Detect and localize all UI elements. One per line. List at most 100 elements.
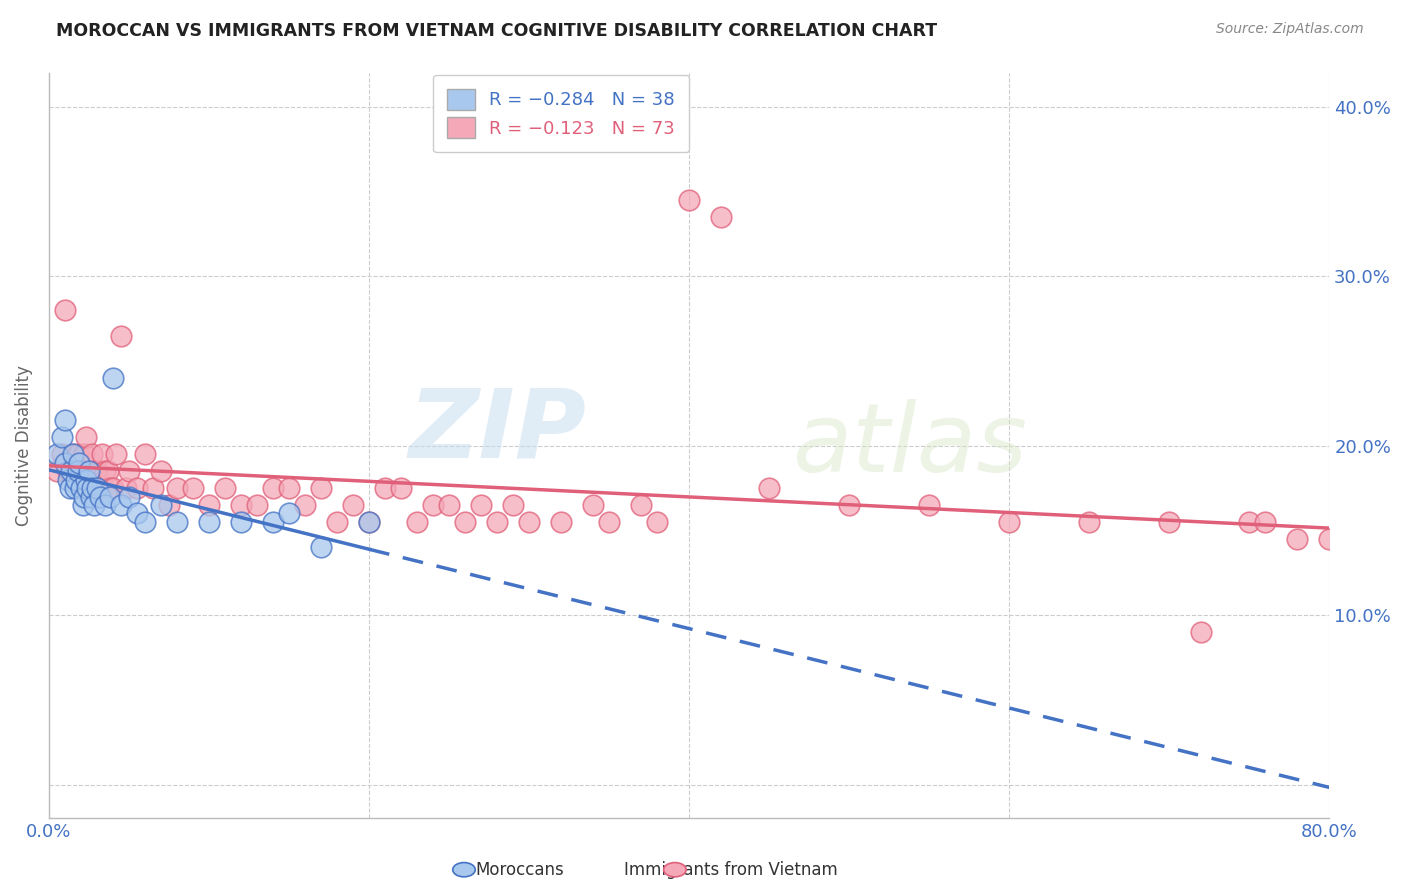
- Point: [1239, 515, 1261, 529]
- Point: [94, 464, 117, 478]
- Point: [110, 328, 132, 343]
- Point: [118, 464, 141, 478]
- Point: [166, 515, 188, 529]
- Point: [65, 473, 87, 487]
- Point: [114, 481, 136, 495]
- Point: [198, 515, 221, 529]
- Point: [98, 490, 121, 504]
- Point: [437, 498, 460, 512]
- Point: [142, 481, 165, 495]
- Point: [1189, 625, 1212, 640]
- Point: [157, 498, 180, 512]
- Point: [502, 498, 524, 512]
- Point: [51, 430, 73, 444]
- Point: [70, 481, 93, 495]
- Point: [79, 490, 101, 504]
- Point: [406, 515, 429, 529]
- Point: [125, 481, 148, 495]
- Point: [470, 498, 492, 512]
- Point: [262, 515, 284, 529]
- Point: [198, 498, 221, 512]
- Text: Immigrants from Vietnam: Immigrants from Vietnam: [624, 861, 838, 879]
- Point: [1317, 532, 1340, 546]
- Text: atlas: atlas: [792, 400, 1026, 492]
- Legend: R = −0.284   N = 38, R = −0.123   N = 73: R = −0.284 N = 38, R = −0.123 N = 73: [433, 75, 689, 153]
- Point: [82, 447, 104, 461]
- Point: [342, 498, 364, 512]
- Point: [229, 498, 252, 512]
- Point: [62, 447, 84, 461]
- Point: [166, 481, 188, 495]
- Point: [82, 481, 104, 495]
- Point: [181, 481, 204, 495]
- Point: [309, 541, 332, 555]
- Point: [1159, 515, 1181, 529]
- Point: [72, 498, 94, 512]
- Point: [94, 498, 117, 512]
- Point: [326, 515, 349, 529]
- Point: [582, 498, 605, 512]
- Point: [59, 481, 82, 495]
- Point: [134, 447, 156, 461]
- Point: [374, 481, 396, 495]
- Text: ZIP: ZIP: [409, 384, 586, 477]
- Point: [550, 515, 572, 529]
- Point: [89, 481, 111, 495]
- Point: [998, 515, 1021, 529]
- Point: [101, 481, 124, 495]
- Point: [83, 498, 105, 512]
- Point: [150, 498, 173, 512]
- Point: [75, 473, 97, 487]
- Point: [89, 490, 111, 504]
- Point: [97, 464, 120, 478]
- Point: [262, 481, 284, 495]
- Point: [389, 481, 412, 495]
- Point: [214, 481, 236, 495]
- Point: [309, 481, 332, 495]
- Text: Moroccans: Moroccans: [475, 861, 565, 879]
- Point: [357, 515, 380, 529]
- Point: [76, 481, 98, 495]
- Point: [53, 303, 76, 318]
- Point: [66, 464, 89, 478]
- Point: [918, 498, 941, 512]
- Point: [83, 481, 105, 495]
- Point: [73, 490, 96, 504]
- Point: [105, 447, 128, 461]
- Point: [63, 481, 86, 495]
- Point: [70, 481, 93, 495]
- Point: [598, 515, 620, 529]
- Point: [229, 515, 252, 529]
- Point: [517, 515, 540, 529]
- Point: [76, 481, 98, 495]
- Point: [118, 490, 141, 504]
- Point: [422, 498, 444, 512]
- Point: [86, 464, 108, 478]
- Point: [278, 481, 301, 495]
- Point: [46, 447, 69, 461]
- Point: [246, 498, 269, 512]
- Point: [101, 371, 124, 385]
- Point: [66, 447, 89, 461]
- Point: [56, 473, 79, 487]
- Point: [294, 498, 316, 512]
- Text: MOROCCAN VS IMMIGRANTS FROM VIETNAM COGNITIVE DISABILITY CORRELATION CHART: MOROCCAN VS IMMIGRANTS FROM VIETNAM COGN…: [56, 22, 938, 40]
- Point: [51, 447, 73, 461]
- Point: [72, 464, 94, 478]
- Point: [46, 464, 69, 478]
- Point: [56, 464, 79, 478]
- Point: [86, 481, 108, 495]
- Point: [125, 507, 148, 521]
- Point: [1254, 515, 1277, 529]
- Point: [150, 464, 173, 478]
- Point: [75, 430, 97, 444]
- Point: [278, 507, 301, 521]
- Point: [1078, 515, 1101, 529]
- Point: [645, 515, 668, 529]
- Point: [90, 447, 112, 461]
- Point: [60, 464, 83, 478]
- Point: [678, 193, 700, 207]
- Y-axis label: Cognitive Disability: Cognitive Disability: [15, 366, 32, 526]
- Point: [77, 464, 100, 478]
- Point: [53, 413, 76, 427]
